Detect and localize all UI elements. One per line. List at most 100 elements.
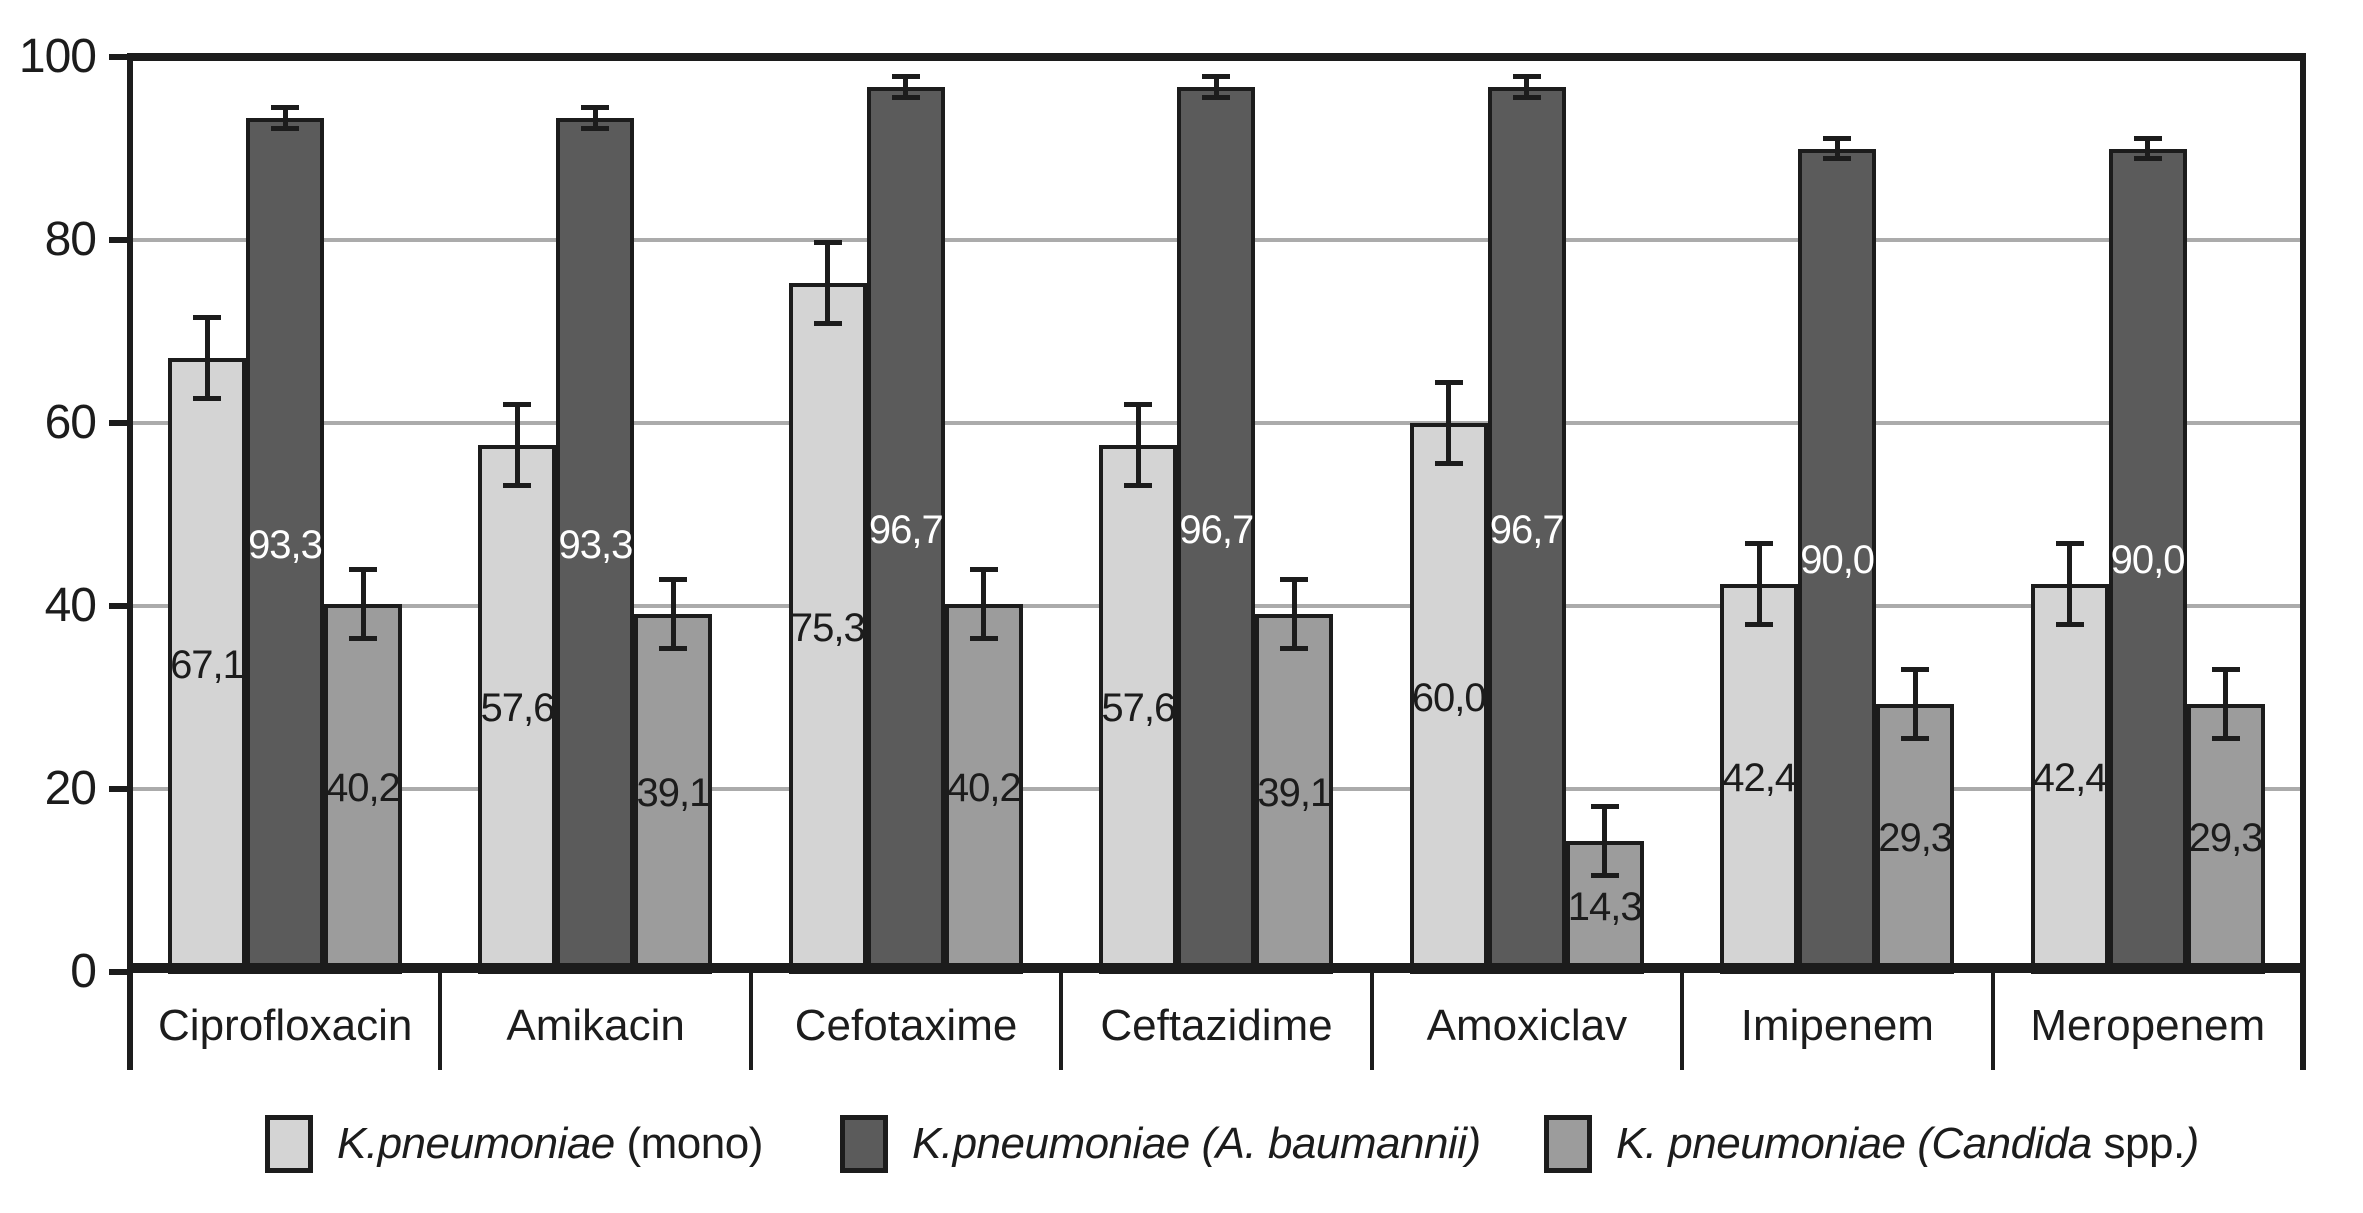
error-bar-cap-top	[193, 314, 221, 320]
error-bar-cap-top	[1280, 577, 1309, 583]
bar-value-label-mono-ciprofloxacin: 67,1	[170, 643, 245, 688]
bar-mono-amikacin	[478, 444, 557, 974]
legend-label-run: )	[2184, 1119, 2200, 1168]
y-tick-80	[109, 237, 130, 243]
bar-value-label-a-baumannii-ciprofloxacin: 93,3	[248, 523, 323, 568]
error-bar-a-baumannii-amoxiclav	[1524, 76, 1530, 99]
error-bar-cap-bottom	[1434, 461, 1463, 467]
legend-label-candida-spp: K. pneumoniae (Candida spp.)	[1616, 1119, 2199, 1169]
error-bar-cap-top	[2055, 540, 2084, 546]
error-bar-cap-top	[581, 105, 610, 111]
error-bar-cap-bottom	[1202, 95, 1231, 101]
y-tick-label-80: 80	[44, 213, 97, 266]
error-bar-candida-spp-ciprofloxacin	[360, 569, 366, 639]
error-bar-cap-top	[1823, 135, 1852, 141]
error-bar-cap-top	[1590, 804, 1619, 810]
error-bar-cap-top	[891, 74, 920, 80]
error-bar-cap-bottom	[271, 126, 299, 132]
category-divider	[1059, 968, 1064, 1070]
bar-value-label-a-baumannii-meropenem: 90,0	[2110, 538, 2186, 583]
bar-value-label-candida-spp-ceftazidime: 39,1	[1257, 771, 1332, 816]
category-label-amikacin: Amikacin	[506, 1001, 685, 1050]
bar-value-label-mono-cefotaxime: 75,3	[790, 605, 866, 650]
error-bar-a-baumannii-cefotaxime	[903, 76, 909, 99]
error-bar-a-baumannii-imipenem	[1834, 137, 1840, 160]
error-bar-cap-top	[1434, 379, 1463, 385]
bar-candida-spp-ceftazidime	[1255, 614, 1334, 974]
bar-value-label-mono-meropenem: 42,4	[2032, 756, 2108, 801]
error-bar-cap-bottom	[969, 635, 998, 641]
legend-item-a-baumannii: K.pneumoniae (A. baumannii)	[840, 1112, 1481, 1176]
bar-value-label-a-baumannii-amoxiclav: 96,7	[1489, 507, 1565, 552]
y-tick-40	[109, 603, 130, 609]
bar-value-label-a-baumannii-amikacin: 93,3	[558, 523, 633, 568]
error-bar-cap-bottom	[581, 126, 610, 132]
category-divider	[1990, 968, 1995, 1070]
plot-right-border	[2300, 53, 2306, 1070]
bar-a-baumannii-amikacin	[556, 118, 635, 974]
bar-value-label-a-baumannii-cefotaxime: 96,7	[868, 507, 944, 552]
y-tick-label-20: 20	[44, 762, 97, 815]
legend-label-run: spp.	[2091, 1119, 2186, 1168]
bar-value-label-candida-spp-amikacin: 39,1	[636, 771, 711, 816]
error-bar-mono-cefotaxime	[825, 241, 831, 325]
error-bar-cap-bottom	[2055, 622, 2084, 628]
error-bar-cap-bottom	[1280, 646, 1309, 651]
legend-swatch-candida-spp	[1544, 1115, 1592, 1173]
legend-item-candida-spp: K. pneumoniae (Candida spp.)	[1544, 1112, 2199, 1176]
legend-label-run: (mono)	[614, 1119, 763, 1168]
error-bar-a-baumannii-meropenem	[2145, 137, 2151, 160]
bar-value-label-a-baumannii-imipenem: 90,0	[1800, 538, 1875, 583]
y-tick-label-100: 100	[18, 30, 97, 83]
category-label-amoxiclav: Amoxiclav	[1426, 1001, 1628, 1050]
category-label-imipenem: Imipenem	[1740, 1001, 1934, 1050]
error-bar-mono-ciprofloxacin	[204, 316, 210, 400]
category-divider	[1680, 968, 1685, 1070]
error-bar-cap-bottom	[349, 635, 377, 641]
error-bar-cap-bottom	[193, 396, 221, 402]
error-bar-cap-bottom	[659, 646, 688, 651]
bar-a-baumannii-meropenem	[2108, 148, 2187, 974]
error-bar-cap-top	[271, 105, 299, 111]
error-bar-cap-bottom	[891, 95, 920, 101]
error-bar-candida-spp-amoxiclav	[1602, 806, 1608, 876]
category-divider	[748, 968, 753, 1070]
error-bar-cap-bottom	[813, 321, 842, 327]
bar-value-label-mono-ceftazidime: 57,6	[1101, 686, 1176, 731]
y-axis-line	[127, 53, 133, 1070]
error-bar-a-baumannii-ceftazidime	[1213, 76, 1219, 99]
legend-label-a-baumannii: K.pneumoniae (A. baumannii)	[912, 1119, 1481, 1169]
legend-label-run: K. pneumoniae (Candida	[1616, 1119, 2092, 1168]
bar-a-baumannii-ceftazidime	[1177, 87, 1256, 974]
error-bar-cap-top	[969, 567, 998, 573]
error-bar-a-baumannii-amikacin	[592, 107, 598, 130]
error-bar-a-baumannii-ciprofloxacin	[282, 107, 288, 130]
error-bar-candida-spp-meropenem	[2223, 669, 2229, 739]
error-bar-mono-amikacin	[514, 403, 520, 487]
error-bar-cap-bottom	[1124, 483, 1153, 489]
category-label-ceftazidime: Ceftazidime	[1100, 1001, 1333, 1050]
category-label-meropenem: Meropenem	[2030, 1001, 2266, 1050]
error-bar-cap-top	[659, 577, 688, 583]
bar-value-label-candida-spp-ciprofloxacin: 40,2	[326, 766, 401, 811]
legend-swatch-mono	[265, 1115, 313, 1173]
error-bar-candida-spp-ceftazidime	[1291, 579, 1297, 649]
error-bar-cap-bottom	[2133, 156, 2162, 162]
category-label-ciprofloxacin: Ciprofloxacin	[158, 1001, 413, 1050]
error-bar-cap-bottom	[1745, 622, 1774, 628]
error-bar-cap-top	[349, 567, 377, 573]
y-tick-20	[109, 786, 130, 792]
bar-mono-imipenem	[1720, 584, 1799, 974]
error-bar-cap-top	[2211, 667, 2240, 673]
error-bar-cap-bottom	[1901, 735, 1930, 741]
error-bar-cap-bottom	[1823, 156, 1852, 162]
category-divider	[1369, 968, 1374, 1070]
error-bar-mono-meropenem	[2067, 542, 2073, 626]
category-label-cefotaxime: Cefotaxime	[794, 1001, 1018, 1050]
error-bar-cap-bottom	[1590, 872, 1619, 878]
y-tick-100	[109, 54, 130, 60]
legend-label-run: K.pneumoniae	[337, 1119, 615, 1168]
y-tick-label-0: 0	[70, 945, 97, 998]
